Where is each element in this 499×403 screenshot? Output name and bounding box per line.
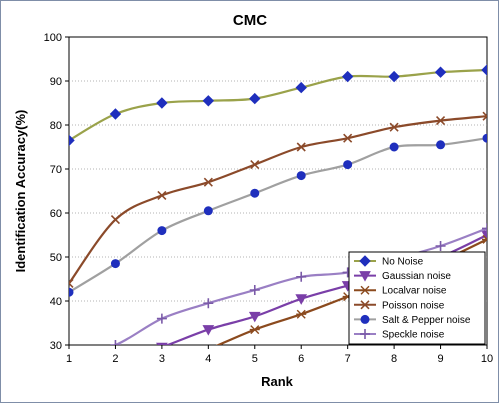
data-point [295,294,308,305]
legend-label-salt-pepper-noise: Salt & Pepper noise [382,315,471,326]
data-point [69,134,75,147]
series-line [69,137,487,294]
x-tick-label: 10 [481,353,493,365]
series-poisson-noise [69,111,487,288]
y-tick-label: 40 [50,296,62,308]
data-point [110,340,121,345]
x-tick-label: 8 [391,353,397,365]
x-tick-label: 5 [252,353,258,365]
x-tick-label: 4 [205,353,211,365]
data-point [482,111,487,121]
series-salt-pepper-noise [69,133,487,297]
data-point [295,81,307,94]
data-point [435,116,446,126]
legend-marker [359,255,371,267]
data-point [250,160,260,170]
data-point [156,97,168,109]
data-point [249,325,260,335]
data-point [482,133,487,143]
legend-marker [360,314,370,324]
data-point [434,66,447,78]
legend-label-gaussian-noise: Gaussian noise [382,271,451,282]
data-point [341,70,354,83]
data-point [482,234,487,244]
data-point [203,206,213,216]
data-point [69,287,74,297]
data-point [248,311,261,323]
y-tick-label: 60 [50,208,62,220]
series-no-noise [69,64,487,147]
y-axis-label: Identification Accuracy(%) [13,110,28,273]
data-point [202,95,215,107]
data-point [157,226,167,236]
series-line [69,68,487,142]
x-tick-label: 1 [66,353,72,365]
data-point [481,64,487,76]
data-point [64,394,74,402]
plot-area: 30 40 50 60 70 80 90 100 1 2 3 4 5 6 7 8 9 10 [44,32,493,402]
data-point [296,271,307,282]
data-point [250,188,260,198]
y-tick-label: 70 [50,164,62,176]
data-point [296,171,306,181]
data-point [110,259,120,269]
data-point [249,285,260,295]
x-tick-label: 2 [112,353,118,365]
y-tick-label: 90 [50,76,62,88]
data-point [156,342,168,345]
legend-label-speckle-noise: Speckle noise [382,330,445,341]
legend-label-localvar-noise: Localvar noise [382,286,447,297]
data-point [296,142,306,152]
y-tick-label: 80 [50,120,62,132]
data-point [343,160,353,170]
data-point [64,372,74,381]
x-tick-label: 9 [437,353,443,365]
data-point [388,70,400,83]
x-axis-label: Rank [261,374,294,389]
data-point [69,278,74,288]
series-line [69,115,487,285]
data-point [110,381,120,389]
legend-box [348,251,486,345]
x-tick-label: 3 [159,353,165,365]
data-point [110,215,121,225]
data-point [203,298,214,309]
y-tick-label: 100 [44,32,62,44]
x-tick-label: 7 [345,353,351,365]
data-point [156,313,167,324]
legend-label-poisson-noise: Poisson noise [382,300,445,311]
data-point [249,92,261,105]
legend-marker [360,329,370,339]
legend-marker [360,300,370,310]
data-point [202,325,215,336]
legend: No Noise Gaussian noise Localvar noise Pois… [348,251,486,345]
data-point [109,108,122,120]
data-point [296,309,307,319]
data-point [343,133,353,143]
y-tick-label: 30 [50,340,62,352]
chart-title: CMC [233,12,267,29]
data-point [482,223,487,234]
y-tick-label: 50 [50,252,62,264]
x-tick-label: 6 [298,353,304,365]
legend-marker [360,285,370,295]
data-point [389,142,399,152]
legend-marker [359,271,371,282]
data-point [436,140,446,150]
data-point [435,241,446,251]
data-point [389,122,399,132]
legend-label-no-noise: No Noise [382,257,424,268]
data-point [157,365,167,373]
data-point [203,177,213,187]
data-point [157,190,167,200]
